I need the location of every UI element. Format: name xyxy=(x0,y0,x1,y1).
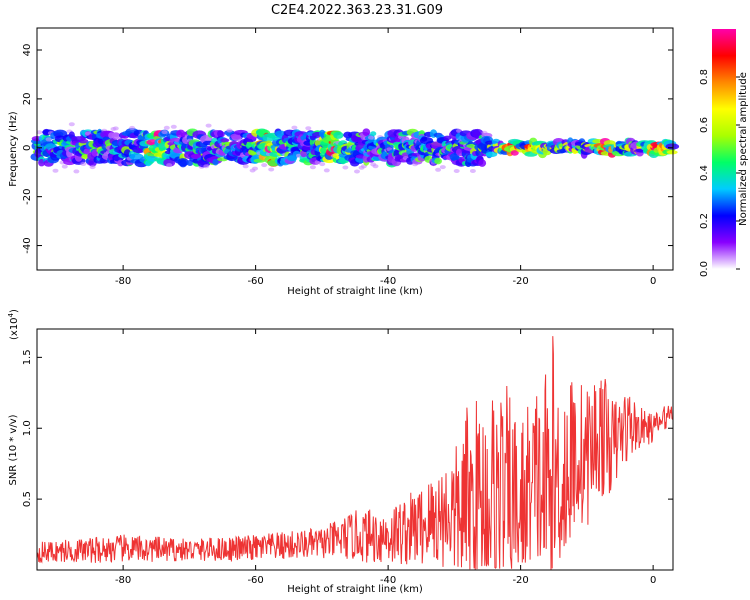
snr-y-tick-label: 1.0 xyxy=(22,420,33,436)
spectrogram-panel: -80 -60 -40 -20 0 -40 -20 0 20 40 Height of strai… xyxy=(8,27,680,297)
spectrogram-cell xyxy=(68,122,75,127)
spectrogram-heatmap xyxy=(30,122,680,174)
spectrogram-cell xyxy=(170,124,177,129)
spectrogram-cell xyxy=(45,137,52,142)
spectrogram-y-tick-label: 40 xyxy=(22,44,33,57)
colorbar-tick-label: 0.6 xyxy=(699,117,710,133)
spectrogram-cell xyxy=(220,138,230,143)
snr-x-tick-label: -40 xyxy=(380,575,396,586)
spectrogram-ticks: -80 -60 -40 -20 0 -40 -20 0 20 40 xyxy=(22,28,673,287)
spectrogram-cell xyxy=(291,125,298,130)
spectrogram-cell xyxy=(323,168,330,173)
spectrogram-cell xyxy=(177,158,189,167)
spectrogram-cell xyxy=(478,159,487,167)
spectrogram-cell xyxy=(372,164,379,169)
colorbar-tick-label: 0.8 xyxy=(699,69,710,85)
spectrogram-cell xyxy=(203,164,210,169)
spectrogram-y-tick-label: -40 xyxy=(22,237,33,253)
spectrogram-cell xyxy=(52,168,59,173)
spectrogram-cell xyxy=(78,138,89,144)
spectrogram-x-tick-label: 0 xyxy=(650,276,656,287)
spectrogram-cell xyxy=(342,165,349,170)
snr-series-line xyxy=(36,336,674,571)
snr-x-tick-label: 0 xyxy=(650,575,656,586)
spectrogram-cell xyxy=(212,158,219,166)
spectrogram-y-tick-label: 20 xyxy=(22,93,33,106)
spectrogram-cell xyxy=(469,169,476,173)
colorbar: 0.0 0.2 0.4 0.6 0.8 Normalized spectral ampl… xyxy=(699,29,749,277)
spectrogram-cell xyxy=(36,130,43,135)
spectrogram-x-tick-label: -20 xyxy=(512,276,528,287)
figure-title: C2E4.2022.363.23.31.G09 xyxy=(271,3,443,18)
snr-frame xyxy=(36,328,674,571)
spectrogram-x-tick-label: -60 xyxy=(247,276,263,287)
colorbar-gradient xyxy=(712,29,736,269)
spectrogram-x-tick-label: -40 xyxy=(380,276,396,287)
colorbar-label: Normalized spectral amplitude xyxy=(738,72,749,226)
spectrogram-cell xyxy=(439,165,446,170)
spectrogram-cell xyxy=(319,162,326,167)
spectrogram-cell xyxy=(453,169,460,173)
spectrogram-cell xyxy=(73,169,80,174)
spectrogram-cell xyxy=(354,169,360,174)
spectrogram-cell xyxy=(510,150,519,156)
snr-y-tick-label: 1.5 xyxy=(22,349,33,365)
spectrogram-cell xyxy=(443,135,452,141)
spectrogram-cell xyxy=(53,129,68,138)
colorbar-tick-label: 0.4 xyxy=(699,165,710,181)
colorbar-ticks: 0.0 0.2 0.4 0.6 0.8 xyxy=(699,69,740,277)
spectrogram-cell xyxy=(435,167,442,172)
spectrogram-cell xyxy=(252,166,258,171)
spectrogram-cell xyxy=(129,125,136,130)
spectrogram-cell xyxy=(242,164,249,169)
spectrogram-cell xyxy=(456,128,462,133)
snr-panel: -80 -60 -40 -20 0 0.5 1.0 1.5 Height of straigh… xyxy=(7,309,674,595)
spectrogram-cell xyxy=(305,126,312,131)
spectrogram-y-label: Frequency (Hz) xyxy=(8,111,19,187)
spectrogram-frame xyxy=(36,27,674,271)
spectrogram-cell xyxy=(333,131,344,139)
snr-x-tick-label: -80 xyxy=(115,575,131,586)
spectrogram-cell xyxy=(161,130,168,135)
spectrogram-cell xyxy=(80,162,87,166)
spectrogram-cell xyxy=(61,164,68,169)
snr-x-tick-label: -60 xyxy=(247,575,263,586)
spectrogram-cell xyxy=(89,165,96,170)
spectrogram-cell xyxy=(217,130,224,138)
snr-x-tick-label: -20 xyxy=(512,575,528,586)
spectrogram-cell xyxy=(112,126,119,131)
spectrogram-y-tick-label: 0 xyxy=(22,145,33,151)
spectrogram-x-label: Height of straight line (km) xyxy=(287,286,423,297)
spectrogram-cell xyxy=(205,123,212,128)
snr-x-label: Height of straight line (km) xyxy=(287,584,423,595)
snr-scale-exponent: 4 xyxy=(7,312,15,317)
snr-ticks: -80 -60 -40 -20 0 0.5 1.0 1.5 xyxy=(22,329,673,586)
spectrogram-cell xyxy=(268,167,275,172)
spectrogram-y-tick-label: -20 xyxy=(22,188,33,204)
colorbar-tick-label: 0.0 xyxy=(699,261,710,277)
spectrogram-cell xyxy=(666,150,678,155)
snr-y-tick-label: 0.5 xyxy=(22,491,33,507)
spectrogram-cell xyxy=(309,165,316,170)
colorbar-tick-label: 0.2 xyxy=(699,213,710,229)
snr-scale-label: (x104) xyxy=(7,309,20,340)
spectrogram-cell xyxy=(163,125,170,130)
spectrogram-cell xyxy=(226,128,233,133)
snr-y-label: SNR (10 * v/v) xyxy=(8,414,19,485)
spectrogram-cell xyxy=(665,143,680,150)
spectrogram-cell xyxy=(166,163,173,168)
spectrogram-cell xyxy=(434,157,442,165)
spectrogram-cell xyxy=(370,131,377,137)
spectrogram-cell xyxy=(367,135,374,140)
spectrogram-x-tick-label: -80 xyxy=(115,276,131,287)
spectrogram-cell xyxy=(111,132,121,140)
spectrogram-cell xyxy=(261,163,268,168)
snr-scale-prefix: (x10 xyxy=(9,317,20,340)
spectrogram-cell xyxy=(362,128,371,136)
